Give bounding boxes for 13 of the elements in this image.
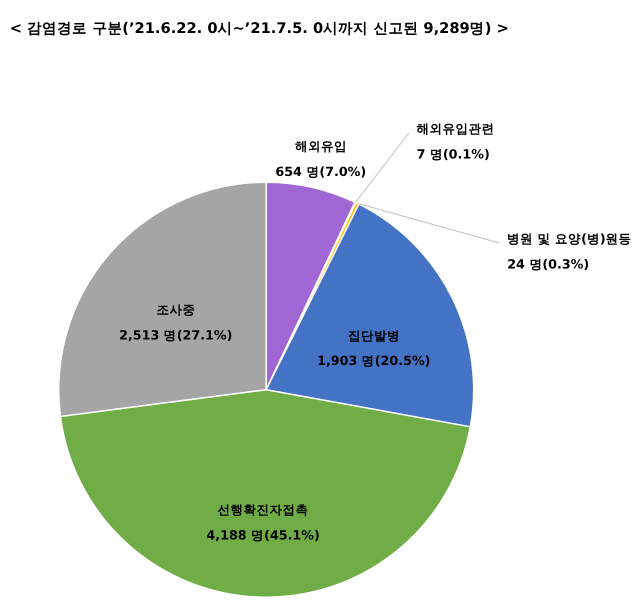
slice-label: 해외유입관련 [416, 121, 495, 136]
slice-label: 병원 및 요양(병)원등 [507, 231, 632, 246]
data-label: 654 명(7.0%) [275, 164, 366, 180]
data-label: 4,188 명(45.1%) [206, 527, 320, 542]
slice-label: 선행확진자접촉 [218, 502, 309, 517]
data-label: 7 명(0.1%) [416, 146, 490, 162]
data-label: 2,513 명(27.1%) [119, 328, 232, 343]
slice-label: 집단발병 [348, 328, 400, 343]
data-label: 24 명(0.3%) [507, 256, 590, 272]
slice-label: 조사중 [156, 302, 196, 318]
slice-label: 해외유입 [294, 138, 347, 154]
data-label: 1,903 명(20.5%) [317, 353, 430, 368]
chart-title: < 감염경로 구분(’21.6.22. 0시~’21.7.5. 0시까지 신고된 9,289명) > [10, 20, 509, 38]
